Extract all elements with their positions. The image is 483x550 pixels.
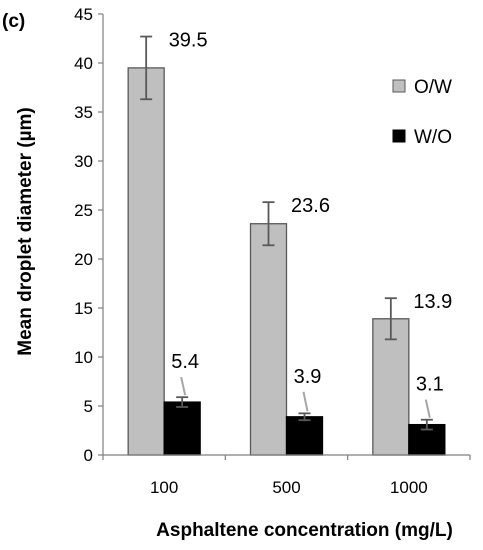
leader-lines (180, 376, 431, 418)
legend: O/W W/O (392, 77, 452, 148)
x-tick-label: 1000 (390, 478, 428, 497)
y-tick-label: 20 (74, 250, 93, 269)
data-label: 5.4 (171, 351, 199, 373)
y-tick-label: 0 (84, 446, 93, 465)
bar-w-o (285, 416, 324, 456)
y-tick-label: 5 (84, 397, 93, 416)
y-tick-label: 15 (74, 299, 93, 318)
legend-swatch (392, 79, 406, 93)
bar-w-o (163, 401, 201, 456)
x-axis-title: Asphaltene concentration (mg/L) (156, 520, 453, 541)
bars (127, 67, 446, 456)
data-label-leader (424, 399, 431, 418)
y-tick-label: 35 (74, 103, 93, 122)
y-axis-ticks: 0 5 10 15 20 25 30 35 40 45 (74, 5, 103, 465)
y-tick-label: 25 (74, 201, 93, 220)
legend-swatch (392, 129, 406, 143)
panel-label: (c) (2, 11, 25, 32)
y-axis-title: Mean droplet diameter (µm) (15, 107, 36, 355)
data-label: 3.9 (294, 366, 322, 388)
y-tick-label: 45 (74, 5, 93, 24)
legend-label: O/W (414, 77, 452, 98)
data-label: 39.5 (169, 30, 208, 52)
y-tick-label: 10 (74, 348, 93, 367)
y-tick-label: 40 (74, 54, 93, 73)
data-label: 13.9 (413, 291, 452, 313)
error-bars (140, 35, 433, 431)
data-label: 3.1 (416, 374, 444, 396)
data-label-leader (180, 376, 187, 396)
y-tick-label: 30 (74, 152, 93, 171)
bar-o-w (127, 67, 165, 456)
data-label-leader (302, 391, 309, 412)
legend-label: W/O (414, 127, 452, 148)
data-labels: 39.5 5.4 23.6 3.9 13.9 3.1 (169, 30, 453, 396)
data-label: 23.6 (291, 195, 330, 217)
x-axis-ticks: 100 500 1000 (102, 455, 471, 497)
x-tick-label: 500 (272, 478, 300, 497)
x-tick-label: 100 (150, 478, 178, 497)
bar-o-w (249, 223, 288, 456)
